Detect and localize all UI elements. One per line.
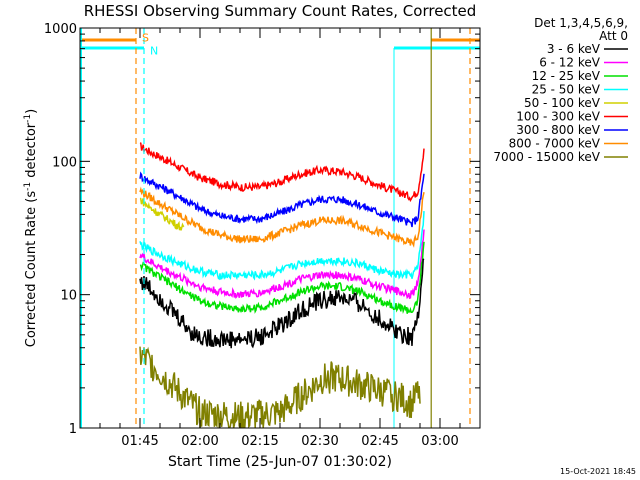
legend-entry-label: 7000 - 15000 keV: [493, 150, 600, 164]
series-layer: [139, 142, 425, 428]
y-tick-label: 1: [69, 422, 77, 437]
x-tick-label: 01:45: [121, 434, 158, 449]
event-lines: [135, 28, 471, 428]
series-line: [139, 142, 425, 203]
legend-entry-label: 800 - 7000 keV: [509, 137, 601, 151]
series-line: [139, 229, 425, 300]
x-tick-label: 02:15: [241, 434, 278, 449]
y-tick-label: 100: [52, 155, 77, 170]
series-line: [139, 171, 425, 228]
series-line: [139, 186, 425, 248]
x-axis-label: Start Time (25-Jun-07 01:30:02): [168, 454, 392, 470]
legend-entry-label: 12 - 25 keV: [532, 69, 601, 83]
y-axis-label: Corrected Count Rate (s-1 detector-1): [23, 109, 39, 347]
legend-entry-label: 25 - 50 keV: [532, 83, 601, 97]
y-axis-ticks: 1 10 100 1000: [44, 22, 480, 437]
x-tick-label: 02:00: [181, 434, 218, 449]
x-tick-label: 02:30: [301, 434, 338, 449]
series-line: [139, 197, 185, 231]
attenuator-markers: SN: [142, 31, 158, 57]
y-tick-label: 10: [60, 289, 77, 304]
series-line: [139, 346, 421, 428]
series-line: [139, 241, 425, 314]
plot-timestamp: 15-Oct-2021 18:45: [560, 467, 636, 476]
legend-header-attenuator: Att 0: [599, 29, 628, 43]
series-line: [139, 211, 425, 281]
marker-label: N: [150, 44, 158, 57]
legend-entry-label: 3 - 6 keV: [547, 42, 601, 56]
legend-entry-label: 100 - 300 keV: [516, 110, 600, 124]
x-tick-label: 03:00: [421, 434, 458, 449]
legend-entry-label: 50 - 100 keV: [524, 96, 601, 110]
legend-header-detectors: Det 1,3,4,5,6,9,: [534, 16, 628, 30]
y-tick-label: 1000: [44, 22, 77, 37]
x-tick-label: 02:45: [361, 434, 398, 449]
chart-title: RHESSI Observing Summary Count Rates, Co…: [84, 2, 477, 20]
series-line: [139, 258, 425, 349]
x-axis-ticks: 01:45 02:00 02:15 02:30 02:45 03:00: [99, 28, 461, 449]
marker-label: S: [142, 31, 149, 44]
legend-entry-label: 300 - 800 keV: [516, 123, 600, 137]
legend-entry-label: 6 - 12 keV: [539, 56, 601, 70]
